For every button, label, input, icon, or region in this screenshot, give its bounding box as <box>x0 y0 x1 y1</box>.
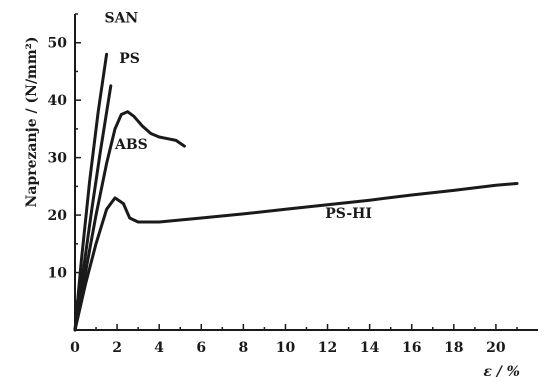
series-abs-line <box>73 110 186 332</box>
ticks: 0 2 4 6 8 10 12 14 16 18 20 10 20 30 40 50 <box>48 13 518 356</box>
x-tick-label: 18 <box>444 340 463 356</box>
series-label-san: SAN <box>104 11 138 27</box>
x-tick-label: 16 <box>402 340 421 356</box>
series-ps-hi-line <box>73 182 519 332</box>
y-axis-title: Naprezanje / (N/mm²) <box>24 37 40 208</box>
axes <box>74 14 538 331</box>
y-tick-label: 50 <box>48 36 68 52</box>
y-tick-label: 40 <box>48 93 68 109</box>
series-san-line <box>73 52 109 332</box>
x-tick-label: 0 <box>70 340 80 356</box>
y-tick-label: 20 <box>48 208 68 224</box>
x-tick-label: 20 <box>486 340 506 356</box>
series-label-ps: PS <box>119 51 140 67</box>
series-ps-line <box>73 84 113 332</box>
series-label-ps-hi: PS-HI <box>325 206 372 222</box>
x-tick-label: 14 <box>360 340 380 356</box>
x-tick-label: 4 <box>154 340 164 356</box>
x-tick-label: 8 <box>238 340 248 356</box>
labels: SAN PS ABS PS-HI ε / % Naprezanje / (N/mm²) <box>24 11 520 380</box>
x-tick-label: 10 <box>276 340 296 356</box>
series-label-abs: ABS <box>114 137 148 153</box>
x-tick-label: 6 <box>196 340 206 356</box>
x-tick-label: 12 <box>318 340 337 356</box>
curves <box>73 52 519 332</box>
x-tick-label: 2 <box>112 340 122 356</box>
y-tick-label: 10 <box>48 266 68 282</box>
y-tick-label: 30 <box>48 151 68 167</box>
x-axis-title: ε / % <box>483 364 520 380</box>
